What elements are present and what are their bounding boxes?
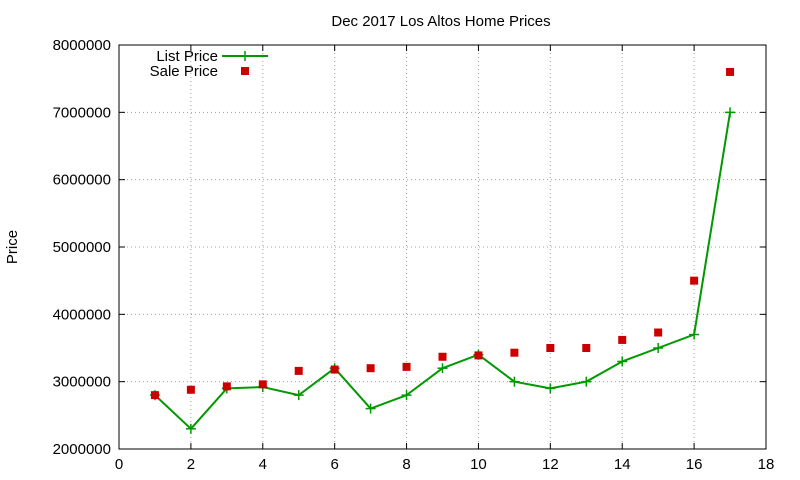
data-point-list-price xyxy=(653,343,664,353)
data-point-sale-price xyxy=(222,382,231,391)
y-tick-label: 5000000 xyxy=(53,239,111,256)
data-point-sale-price xyxy=(618,335,627,344)
y-axis-label: Price xyxy=(4,230,21,264)
data-point-list-price xyxy=(293,390,304,401)
x-axis: 0 2 4 6 8 10 12 14 16 18 xyxy=(115,45,775,473)
y-tick-label: 8000000 xyxy=(53,37,111,54)
data-point-sale-price xyxy=(186,385,195,394)
chart-title: Dec 2017 Los Altos Home Prices xyxy=(331,13,550,30)
data-point-sale-price xyxy=(510,348,519,357)
legend-label-list-price: List Price xyxy=(156,48,218,65)
series-list-price xyxy=(149,107,736,434)
data-point-list-price xyxy=(545,383,556,394)
data-point-list-price xyxy=(401,390,412,401)
series-layer xyxy=(149,67,736,434)
data-point-sale-price xyxy=(546,344,555,352)
y-tick-label: 7000000 xyxy=(53,104,111,121)
data-point-sale-price xyxy=(582,344,591,352)
data-point-list-price xyxy=(437,363,448,374)
data-point-sale-price xyxy=(366,364,375,373)
legend: List Price Sale Price xyxy=(150,48,268,80)
grid-lines xyxy=(119,45,766,449)
x-tick-label: 18 xyxy=(758,456,775,473)
x-tick-label: 2 xyxy=(187,456,195,473)
data-point-sale-price xyxy=(474,351,483,360)
legend-marker-list-price xyxy=(240,51,250,61)
x-tick-label: 6 xyxy=(330,456,338,473)
data-point-sale-price xyxy=(690,276,699,285)
data-point-list-price xyxy=(581,376,592,387)
data-point-sale-price xyxy=(402,362,411,371)
data-point-list-price xyxy=(185,423,196,434)
x-tick-label: 16 xyxy=(686,456,703,473)
x-tick-label: 10 xyxy=(470,456,487,473)
x-tick-label: 12 xyxy=(542,456,559,473)
x-tick-label: 14 xyxy=(614,456,631,473)
data-point-sale-price xyxy=(438,352,447,361)
x-tick-label: 0 xyxy=(115,456,123,473)
data-point-list-price xyxy=(725,107,736,118)
data-point-sale-price xyxy=(726,67,735,76)
data-point-list-price xyxy=(689,329,700,340)
data-point-list-price xyxy=(509,376,520,387)
data-point-sale-price xyxy=(294,366,303,375)
x-tick-label: 8 xyxy=(402,456,410,473)
data-point-list-price xyxy=(617,356,628,367)
data-point-sale-price xyxy=(258,380,267,389)
series-sale-price xyxy=(150,67,735,400)
y-axis: 2000000 3000000 4000000 5000000 6000000 70000… xyxy=(53,37,766,458)
y-tick-label: 4000000 xyxy=(53,306,111,323)
data-point-sale-price xyxy=(330,365,339,374)
legend-label-sale-price: Sale Price xyxy=(150,63,218,80)
data-point-list-price xyxy=(365,403,376,414)
x-tick-label: 4 xyxy=(259,456,267,473)
data-point-sale-price xyxy=(150,391,159,400)
y-tick-label: 2000000 xyxy=(53,441,111,458)
plot-frame xyxy=(118,44,767,450)
legend-marker-sale-price xyxy=(241,67,249,75)
y-tick-label: 3000000 xyxy=(53,374,111,391)
data-point-sale-price xyxy=(654,328,663,337)
y-tick-label: 6000000 xyxy=(53,172,111,189)
